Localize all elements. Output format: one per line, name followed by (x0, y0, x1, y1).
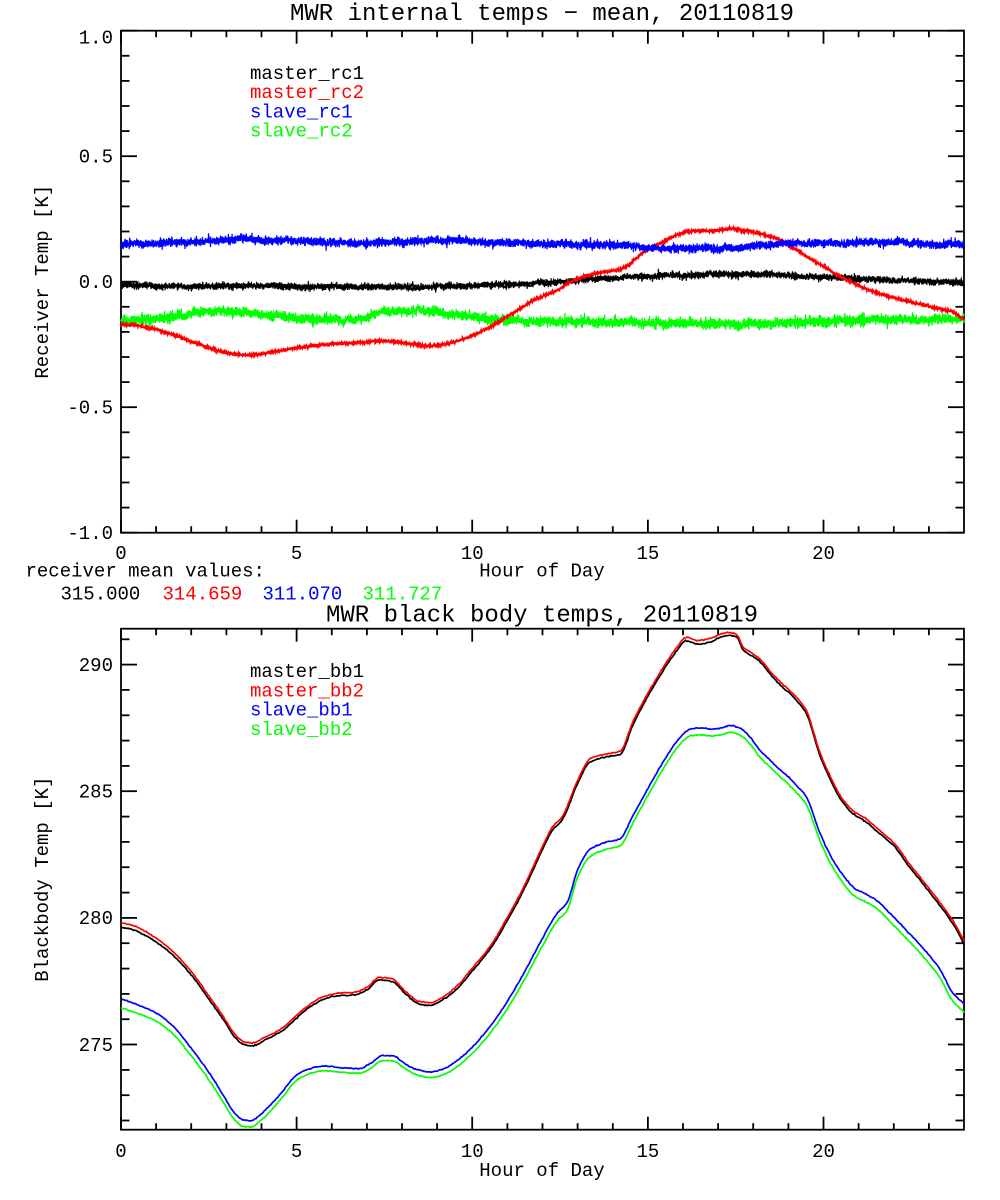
svg-text:311.727: 311.727 (363, 584, 443, 606)
svg-text:master_bb1: master_bb1 (250, 661, 364, 683)
svg-text:0: 0 (115, 1141, 126, 1163)
svg-text:315.000: 315.000 (61, 584, 141, 606)
svg-text:Blackbody Temp [K]: Blackbody Temp [K] (32, 777, 54, 982)
svg-text:slave_rc1: slave_rc1 (250, 101, 353, 123)
svg-text:1.0: 1.0 (79, 28, 113, 50)
svg-text:20: 20 (812, 543, 835, 565)
svg-text:slave_bb1: slave_bb1 (250, 700, 353, 722)
svg-text:0: 0 (115, 543, 126, 565)
svg-text:receiver mean values:: receiver mean values: (26, 561, 265, 583)
svg-text:MWR internal temps − mean, 201: MWR internal temps − mean, 20110819 (290, 1, 794, 28)
svg-text:0.0: 0.0 (79, 272, 113, 294)
svg-text:Hour of Day: Hour of Day (479, 1160, 604, 1182)
svg-text:-1.0: -1.0 (67, 523, 113, 545)
svg-text:master_rc2: master_rc2 (250, 82, 364, 104)
svg-text:-0.5: -0.5 (67, 397, 113, 419)
svg-text:master_bb2: master_bb2 (250, 680, 364, 702)
svg-text:311.070: 311.070 (263, 584, 343, 606)
svg-text:5: 5 (291, 543, 302, 565)
svg-text:slave_bb2: slave_bb2 (250, 719, 353, 741)
svg-text:290: 290 (79, 655, 113, 677)
svg-text:15: 15 (636, 543, 659, 565)
svg-text:20: 20 (812, 1141, 835, 1163)
svg-text:314.659: 314.659 (163, 584, 243, 606)
svg-text:0.5: 0.5 (79, 146, 113, 168)
svg-text:Receiver Temp [K]: Receiver Temp [K] (32, 185, 54, 379)
svg-text:MWR black body temps, 20110819: MWR black body temps, 20110819 (326, 603, 758, 630)
svg-text:275: 275 (79, 1035, 113, 1057)
svg-text:285: 285 (79, 781, 113, 803)
svg-text:10: 10 (461, 543, 484, 565)
svg-text:5: 5 (291, 1141, 302, 1163)
svg-text:15: 15 (636, 1141, 659, 1163)
svg-text:slave_rc2: slave_rc2 (250, 121, 353, 143)
svg-text:10: 10 (461, 1141, 484, 1163)
svg-text:master_rc1: master_rc1 (250, 63, 364, 85)
svg-text:280: 280 (79, 908, 113, 930)
svg-text:Hour of Day: Hour of Day (479, 561, 604, 583)
